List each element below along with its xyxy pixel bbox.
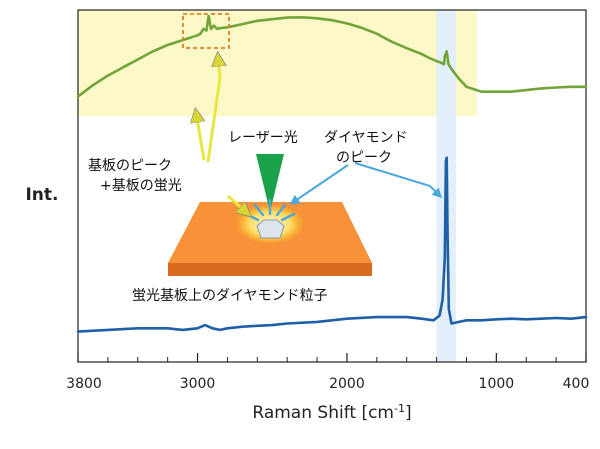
yellow-arrow-up (206, 56, 220, 163)
annotation-substrate-line2: +基板の蛍光 (100, 177, 182, 194)
x-axis-ticks (77, 353, 587, 362)
annotation-diamond-line2: のピーク (336, 150, 392, 166)
x-tick-label: 400 (563, 376, 590, 392)
x-tick-label: 3800 (66, 376, 102, 392)
yellow-arrow-mid (196, 112, 206, 161)
x-tick-label: 3000 (180, 376, 216, 392)
x-axis-title: Raman Shift [cm-1] (252, 402, 411, 423)
plot-frame (77, 9, 587, 363)
annotation-arrows (196, 56, 443, 214)
annotation-particle: 蛍光基板上のダイヤモンド粒子 (132, 287, 328, 304)
y-axis-title: Int. (25, 185, 58, 205)
yellow-arrow-particle (226, 194, 248, 214)
diamond-particle (256, 219, 285, 239)
laser-beam (256, 154, 284, 212)
annotation-laser: レーザー光 (228, 130, 298, 146)
x-axis-tick-labels: 3800 3000 2000 1000 400 (66, 376, 589, 392)
series-line-blue (76, 156, 588, 333)
annotation-substrate-line1: 基板のピーク (88, 157, 172, 174)
x-tick-label: 2000 (329, 376, 365, 392)
annotation-diamond-line1: ダイヤモンド (324, 130, 408, 146)
substrate-peak-box (182, 13, 230, 49)
blue-arrow-peak (354, 162, 443, 199)
substrate-front (168, 263, 372, 276)
series-line-green (76, 14, 588, 98)
x-tick-label: 1000 (479, 376, 515, 392)
substrate-illustration (168, 154, 372, 276)
blue-arrow-particle (289, 164, 349, 205)
series-lines (76, 14, 588, 333)
scatter-rays (244, 198, 296, 222)
highlight-fluorescence-region (78, 10, 477, 116)
